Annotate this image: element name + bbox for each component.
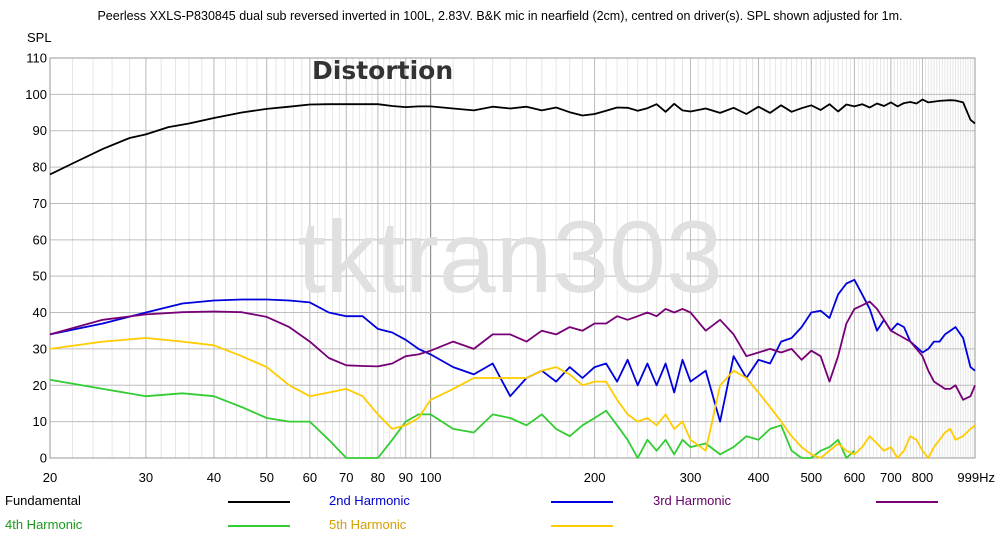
x-tick-label: 500 — [800, 470, 822, 485]
legend-label: 5th Harmonic — [329, 517, 407, 532]
x-tick-label: 600 — [844, 470, 866, 485]
series-line-4th-harmonic — [49, 378, 856, 459]
x-tick-label: 800 — [912, 470, 934, 485]
chart-overlay-title: Distortion — [312, 56, 453, 85]
y-tick-label: 70 — [33, 196, 47, 211]
y-tick-label: 110 — [26, 51, 47, 66]
y-tick-label: 30 — [33, 341, 47, 356]
x-tick-label: 300 — [680, 470, 702, 485]
legend-swatch — [551, 501, 613, 503]
x-tick-label: 20 — [43, 470, 57, 485]
series-line-2nd-harmonic — [49, 278, 976, 423]
y-tick-label: 90 — [33, 123, 47, 138]
x-tick-label: 70 — [339, 470, 353, 485]
x-tick-label: 80 — [371, 470, 385, 485]
x-tick-labels: 20 30 40 50 60 70 80 90 100 200 300 400 500 600 700 800… — [43, 470, 995, 485]
watermark-text: tktran303 — [297, 200, 722, 314]
x-tick-label: 100 — [420, 470, 442, 485]
y-tick-label: 20 — [33, 378, 47, 393]
legend-swatch — [876, 501, 938, 503]
x-tick-label: 200 — [584, 470, 606, 485]
y-tick-label: 50 — [33, 269, 47, 284]
legend-label: Fundamental — [5, 493, 81, 508]
x-tick-label: 90 — [398, 470, 412, 485]
plot-border — [49, 57, 976, 459]
y-tick-label: 40 — [33, 305, 47, 320]
legend-swatch — [551, 525, 613, 527]
series-line-fundamental — [49, 98, 976, 176]
y-tick-label: 0 — [40, 451, 47, 466]
x-tick-label: 40 — [207, 470, 221, 485]
series-line-3rd-harmonic — [49, 300, 976, 401]
legend-swatch — [228, 501, 290, 503]
legend-label: 4th Harmonic — [5, 517, 83, 532]
y-axis-label: SPL — [27, 30, 52, 45]
x-tick-label: 700 — [880, 470, 902, 485]
series-layer — [49, 98, 976, 459]
x-tick-label: 50 — [259, 470, 273, 485]
y-tick-label: 100 — [25, 87, 47, 102]
legend-label: 3rd Harmonic — [653, 493, 732, 508]
y-tick-label: 10 — [33, 414, 47, 429]
plot-frame — [49, 57, 976, 459]
y-tick-label: 60 — [33, 232, 47, 247]
x-tick-label: 400 — [748, 470, 770, 485]
x-tick-label: 999Hz — [957, 470, 995, 485]
legend-label: 2nd Harmonic — [329, 493, 410, 508]
x-tick-label: 30 — [139, 470, 153, 485]
series-line-5th-harmonic — [49, 337, 976, 459]
legend-swatch — [228, 525, 290, 527]
chart-title: Peerless XXLS-P830845 dual sub reversed … — [97, 9, 902, 23]
x-tick-label: 60 — [303, 470, 317, 485]
y-tick-labels: 0 10 20 30 40 50 60 70 80 90 100 110 — [25, 51, 47, 466]
y-tick-label: 80 — [33, 160, 47, 175]
